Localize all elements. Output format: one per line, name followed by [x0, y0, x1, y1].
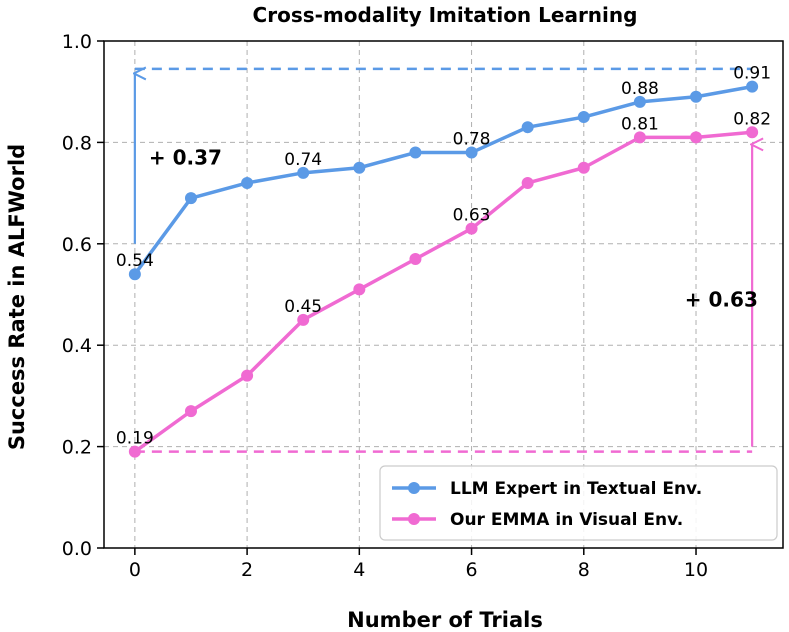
legend-marker — [408, 513, 420, 525]
x-tick-label: 10 — [684, 559, 708, 581]
legend-marker — [408, 482, 420, 494]
data-point — [465, 222, 478, 235]
x-tick-label: 2 — [241, 559, 253, 581]
data-point — [690, 131, 703, 144]
data-point — [521, 121, 534, 134]
data-point — [128, 268, 141, 281]
data-point — [409, 253, 422, 266]
x-axis-label: Number of Trials — [347, 608, 543, 632]
data-point — [297, 313, 310, 326]
x-tick-label: 6 — [466, 559, 478, 581]
data-label: 0.91 — [733, 64, 771, 84]
data-label: 0.63 — [453, 206, 491, 226]
annotations: + 0.37 + 0.63 — [135, 73, 758, 447]
annotation-label: + 0.37 — [149, 146, 222, 170]
y-tick-label: 1.0 — [62, 31, 92, 53]
reference-lines — [134, 67, 753, 453]
data-point — [690, 90, 703, 103]
data-point — [577, 161, 590, 174]
data-point — [241, 176, 254, 189]
series-line — [133, 84, 753, 276]
data-point — [353, 283, 366, 296]
data-label: 0.88 — [621, 79, 659, 99]
y-tick-label: 0.2 — [62, 437, 92, 459]
data-point — [633, 95, 646, 108]
data-point — [465, 146, 478, 159]
data-label: 0.74 — [284, 150, 322, 170]
legend: LLM Expert in Textual Env. Our EMMA in Vi… — [379, 465, 778, 541]
data-point — [184, 192, 197, 205]
data-point — [633, 131, 646, 144]
data-point — [521, 176, 534, 189]
data-label: 0.45 — [284, 297, 322, 317]
series-line — [133, 130, 753, 454]
chart-title: Cross-modality Imitation Learning — [253, 3, 638, 27]
plot-frame — [103, 40, 784, 549]
y-tick-label: 0.4 — [62, 335, 92, 357]
x-tick-label: 4 — [353, 559, 365, 581]
y-tick-label: 0.8 — [62, 132, 92, 154]
x-tick-label: 0 — [129, 559, 141, 581]
legend-label: Our EMMA in Visual Env. — [450, 510, 683, 530]
data-point — [128, 445, 141, 458]
data-point — [746, 126, 759, 139]
y-axis-label: Success Rate in ALFWorld — [5, 144, 29, 450]
data-point — [746, 80, 759, 93]
data-point — [297, 166, 310, 179]
data-point — [409, 146, 422, 159]
axis-ticks: 0 2 4 6 8 10 0.0 0.2 0.4 0.6 0.8 1.0 — [62, 31, 708, 581]
data-point — [353, 161, 366, 174]
annotation-label: + 0.63 — [685, 288, 758, 312]
data-point — [184, 405, 197, 418]
data-label: 0.54 — [116, 251, 154, 271]
legend-label: LLM Expert in Textual Env. — [450, 479, 702, 499]
data-label: 0.19 — [116, 429, 154, 449]
y-tick-label: 0.0 — [62, 538, 92, 560]
data-labels: 0.54 0.74 0.78 0.88 0.91 0.19 0.45 0.63 0.81 0.82 — [116, 64, 771, 449]
data-label: 0.81 — [621, 114, 659, 134]
data-point — [241, 369, 254, 382]
data-label: 0.78 — [453, 130, 491, 150]
y-tick-label: 0.6 — [62, 234, 92, 256]
x-tick-label: 8 — [578, 559, 590, 581]
series — [128, 80, 759, 458]
legend-box — [379, 465, 778, 541]
data-label: 0.82 — [733, 109, 771, 129]
data-point — [577, 111, 590, 124]
